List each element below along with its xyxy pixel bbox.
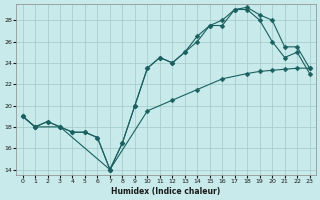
X-axis label: Humidex (Indice chaleur): Humidex (Indice chaleur) bbox=[111, 187, 221, 196]
